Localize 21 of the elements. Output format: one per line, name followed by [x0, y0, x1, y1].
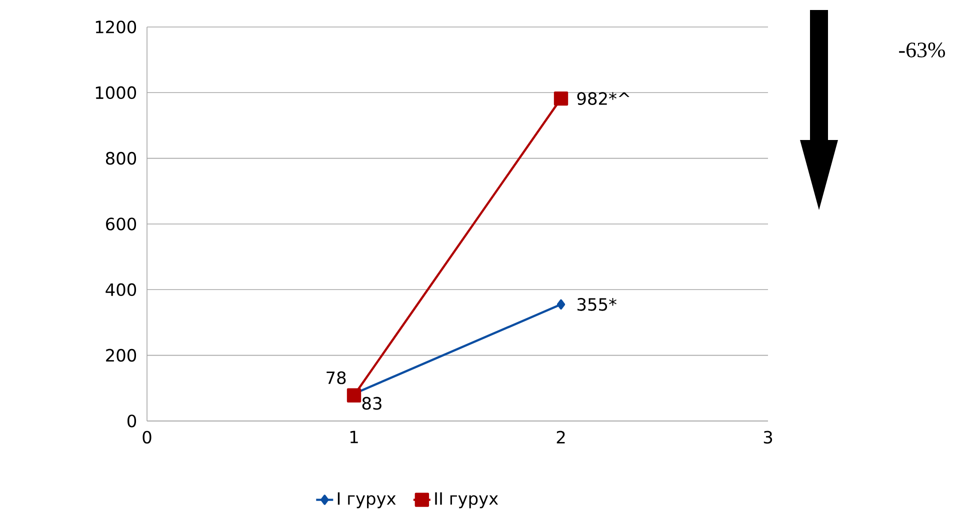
y-tick-label: 400 [106, 283, 136, 296]
data-label: 78 [326, 371, 346, 384]
x-tick-label: 0 [142, 430, 152, 444]
y-tick-label: 1000 [96, 86, 136, 100]
point [346, 388, 362, 402]
data-label: 982*^ [577, 92, 630, 105]
data-label: 83 [362, 396, 382, 410]
x-tick-label: 3 [764, 430, 772, 444]
legend-label: I гурух [338, 492, 396, 508]
data-label: 355* [578, 298, 616, 311]
y-tick-label: 600 [106, 218, 136, 230]
y-tick-label: 0 [128, 414, 136, 428]
y-tick-label: 800 [106, 152, 136, 165]
x-tick-label: 1 [350, 430, 358, 444]
y-tick-label: 1200 [96, 20, 136, 34]
legend-label: II гурух [435, 492, 498, 508]
point [554, 91, 568, 106]
x-tick-label: 2 [556, 430, 565, 444]
y-tick-label: 200 [106, 348, 136, 362]
text: -63% [899, 42, 945, 58]
point [556, 299, 566, 310]
